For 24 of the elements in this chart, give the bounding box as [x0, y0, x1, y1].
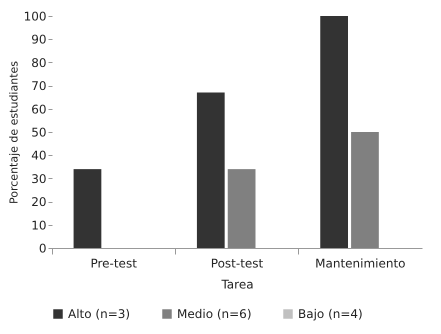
bar [320, 16, 348, 248]
bar [74, 169, 102, 248]
y-tick-label: 80 [31, 56, 46, 70]
y-tick-label: 70 [31, 79, 46, 94]
x-tick-label: Post-test [210, 256, 264, 270]
bar [351, 132, 379, 248]
y-tick-label: 40 [31, 148, 46, 163]
x-tick-label: Mantenimiento [315, 256, 406, 270]
y-tick-label: 100 [24, 10, 46, 24]
x-axis-title: Tarea [220, 278, 254, 292]
y-axis-title: Porcentaje de estudiantes [8, 60, 21, 204]
y-tick-label: 0 [38, 242, 46, 256]
legend-label: Medio (n=6) [177, 307, 252, 321]
y-tick-label: 60 [31, 102, 46, 116]
y-tick-label: 10 [31, 218, 46, 232]
legend-label: Alto (n=3) [68, 307, 130, 321]
x-tick-label: Pre-test [90, 256, 138, 270]
y-tick-label: 90 [31, 32, 46, 47]
y-tick-label: 20 [31, 195, 46, 210]
bar [228, 169, 256, 248]
y-tick-label: 50 [31, 126, 46, 140]
y-tick-label: 30 [31, 172, 46, 186]
legend-label: Bajo (n=4) [298, 307, 363, 321]
bar [196, 92, 225, 248]
